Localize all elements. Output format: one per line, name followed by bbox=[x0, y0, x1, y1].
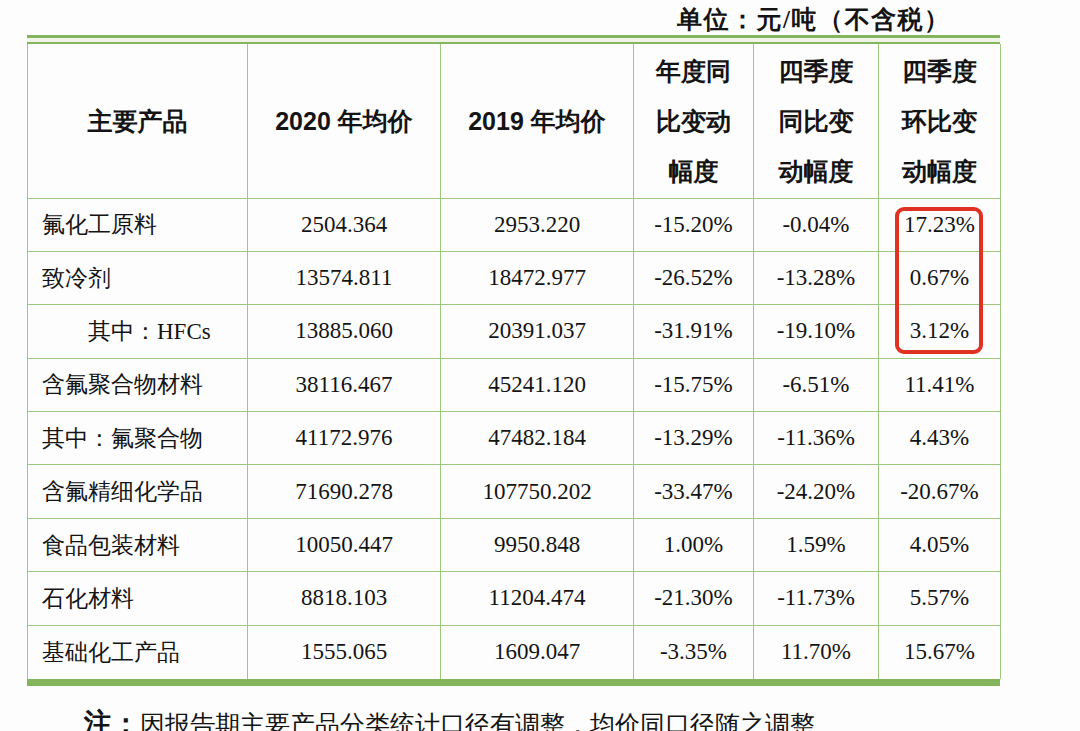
table-bottom-border bbox=[27, 679, 1000, 686]
q4-qoq-cell: 11.41% bbox=[879, 358, 1001, 411]
table-row: 含氟聚合物材料38116.46745241.120-15.75%-6.51%11… bbox=[28, 358, 1001, 411]
price-2019-cell: 2953.220 bbox=[441, 198, 634, 251]
annual-yoy-cell: -13.29% bbox=[634, 412, 754, 465]
price-2020-cell: 13885.060 bbox=[248, 305, 441, 358]
price-2019-cell: 11204.474 bbox=[441, 572, 634, 625]
price-2020-cell: 38116.467 bbox=[248, 358, 441, 411]
table-row: 食品包装材料10050.4479950.8481.00%1.59%4.05% bbox=[28, 518, 1001, 571]
q4-yoy-cell: 1.59% bbox=[754, 518, 879, 571]
price-2019-cell: 9950.848 bbox=[441, 518, 634, 571]
footnote: 注：因报告期主要产品分类统计口径有调整，均价同口径随之调整 bbox=[84, 705, 815, 731]
q4-qoq-cell: 4.43% bbox=[879, 412, 1001, 465]
annual-yoy-cell: 1.00% bbox=[634, 518, 754, 571]
price-2020-cell: 8818.103 bbox=[248, 572, 441, 625]
footnote-label: 注： bbox=[84, 708, 140, 731]
table-top-border bbox=[27, 35, 1000, 44]
unit-label: 单位：元/吨（不含税） bbox=[677, 3, 950, 36]
footnote-text: 因报告期主要产品分类统计口径有调整，均价同口径随之调整 bbox=[140, 711, 815, 731]
header-row: 主要产品 2020 年均价 2019 年均价 年度同 比变动 幅度 四季度 bbox=[28, 44, 1001, 198]
table-row: 石化材料8818.10311204.474-21.30%-11.73%5.57% bbox=[28, 572, 1001, 625]
annual-yoy-cell: -15.20% bbox=[634, 198, 754, 251]
product-cell: 含氟精细化学品 bbox=[28, 465, 248, 518]
price-2020-cell: 1555.065 bbox=[248, 625, 441, 678]
q4-yoy-cell: -13.28% bbox=[754, 251, 879, 304]
product-cell: 基础化工产品 bbox=[28, 625, 248, 678]
table-row: 其中：氟聚合物41172.97647482.184-13.29%-11.36%4… bbox=[28, 412, 1001, 465]
price-2019-cell: 20391.037 bbox=[441, 305, 634, 358]
product-cell: 石化材料 bbox=[28, 572, 248, 625]
price-2019-cell: 107750.202 bbox=[441, 465, 634, 518]
q4-yoy-cell: -0.04% bbox=[754, 198, 879, 251]
col-header-product: 主要产品 bbox=[28, 44, 248, 198]
price-2020-cell: 13574.811 bbox=[248, 251, 441, 304]
annual-yoy-cell: -26.52% bbox=[634, 251, 754, 304]
price-2020-cell: 2504.364 bbox=[248, 198, 441, 251]
col-header-q4-qoq: 四季度 环比变 动幅度 bbox=[879, 44, 1001, 198]
price-2019-cell: 45241.120 bbox=[441, 358, 634, 411]
annual-yoy-cell: -31.91% bbox=[634, 305, 754, 358]
q4-yoy-cell: -24.20% bbox=[754, 465, 879, 518]
col-header-annual-yoy: 年度同 比变动 幅度 bbox=[634, 44, 754, 198]
annual-yoy-cell: -15.75% bbox=[634, 358, 754, 411]
q4-yoy-cell: -11.73% bbox=[754, 572, 879, 625]
col-header-q4-yoy: 四季度 同比变 动幅度 bbox=[754, 44, 879, 198]
page: 单位：元/吨（不含税） 主要产品 2020 年均价 2019 年均价 bbox=[0, 0, 1080, 731]
table-row: 其中：HFCs13885.06020391.037-31.91%-19.10%3… bbox=[28, 305, 1001, 358]
table-row: 致冷剂13574.81118472.977-26.52%-13.28%0.67% bbox=[28, 251, 1001, 304]
q4-yoy-cell: 11.70% bbox=[754, 625, 879, 678]
q4-yoy-cell: -6.51% bbox=[754, 358, 879, 411]
product-cell: 食品包装材料 bbox=[28, 518, 248, 571]
table-row: 氟化工原料2504.3642953.220-15.20%-0.04%17.23% bbox=[28, 198, 1001, 251]
price-2020-cell: 71690.278 bbox=[248, 465, 441, 518]
product-price-table: 主要产品 2020 年均价 2019 年均价 年度同 比变动 幅度 四季度 bbox=[27, 44, 1001, 679]
q4-qoq-cell: 5.57% bbox=[879, 572, 1001, 625]
product-cell: 其中：氟聚合物 bbox=[28, 412, 248, 465]
col-header-2020-price: 2020 年均价 bbox=[248, 44, 441, 198]
product-cell: 致冷剂 bbox=[28, 251, 248, 304]
price-2019-cell: 18472.977 bbox=[441, 251, 634, 304]
table-row: 基础化工产品1555.0651609.047-3.35%11.70%15.67% bbox=[28, 625, 1001, 678]
q4-qoq-cell: 4.05% bbox=[879, 518, 1001, 571]
annual-yoy-cell: -21.30% bbox=[634, 572, 754, 625]
annual-yoy-cell: -3.35% bbox=[634, 625, 754, 678]
price-2020-cell: 41172.976 bbox=[248, 412, 441, 465]
col-header-2019-price: 2019 年均价 bbox=[441, 44, 634, 198]
product-cell: 氟化工原料 bbox=[28, 198, 248, 251]
price-2020-cell: 10050.447 bbox=[248, 518, 441, 571]
price-2019-cell: 47482.184 bbox=[441, 412, 634, 465]
price-2019-cell: 1609.047 bbox=[441, 625, 634, 678]
q4-qoq-cell: 15.67% bbox=[879, 625, 1001, 678]
annual-yoy-cell: -33.47% bbox=[634, 465, 754, 518]
table-row: 含氟精细化学品71690.278107750.202-33.47%-24.20%… bbox=[28, 465, 1001, 518]
highlight-rectangle bbox=[895, 207, 983, 354]
product-cell: 含氟聚合物材料 bbox=[28, 358, 248, 411]
q4-yoy-cell: -19.10% bbox=[754, 305, 879, 358]
q4-yoy-cell: -11.36% bbox=[754, 412, 879, 465]
q4-qoq-cell: -20.67% bbox=[879, 465, 1001, 518]
product-cell: 其中：HFCs bbox=[28, 305, 248, 358]
price-table: 主要产品 2020 年均价 2019 年均价 年度同 比变动 幅度 四季度 bbox=[27, 35, 1000, 686]
